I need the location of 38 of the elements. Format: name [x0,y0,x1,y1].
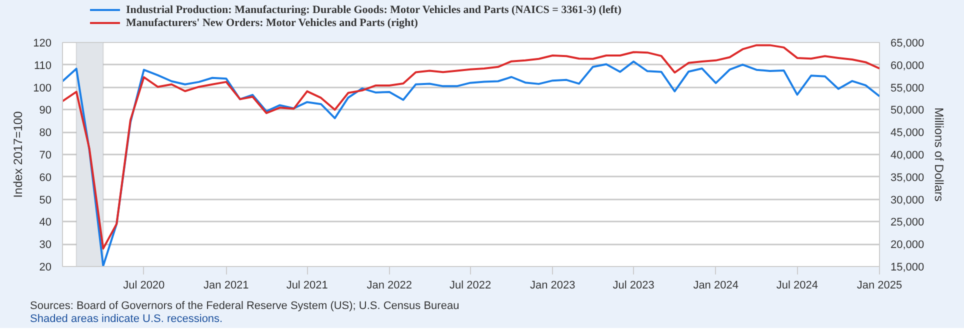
legend-label: Manufacturers' New Orders: Motor Vehicles and Parts (right) [126,17,418,29]
y2-tick-label: 15,000 [890,262,924,274]
y-tick-label: 30 [39,239,52,252]
y2-tick-label: 65,000 [890,38,924,50]
x-tick-label: Jul 2023 [612,280,654,292]
y2-tick-label: 50,000 [890,104,924,117]
x-tick-label: Jul 2024 [776,280,818,292]
text: Shaded areas indicate U.S. recessions. [30,313,224,326]
y-tick-label: 60 [39,172,52,184]
x-tick-label: Jan 2023 [530,280,576,292]
y2-tick-label: 20,000 [890,239,924,252]
y-tick-label: 50 [39,194,52,206]
y-tick-label: 20 [39,262,52,274]
x-tick-label: Jul 2022 [450,280,492,292]
x-tick-label: Jul 2021 [286,280,328,292]
y2-tick-label: 25,000 [890,216,924,229]
y2-tick-label: 55,000 [890,82,924,94]
y2-tick-label: 35,000 [890,172,924,184]
y2-tick-label: 60,000 [890,60,924,72]
y-axis-title: Index 2017=100 [11,110,26,198]
source-note: Sources: Board of Governors of the Federal Reserve System (US); U.S. Census Bureau [30,300,460,313]
x-tick-label: Jan 2022 [366,280,412,292]
legend-label: Industrial Production: Manufacturing: Durable Goods: Motor Vehicles and Parts (NAICS = 3361-3) (left) [126,4,622,16]
y-tick-label: 40 [39,216,52,229]
x-tick-label: Jan 2024 [693,280,738,292]
y-tick-label: 90 [39,104,52,117]
y-tick-label: 70 [39,150,52,162]
y2-tick-label: 45,000 [890,127,924,140]
y-tick-label: 110 [34,60,52,72]
x-tick-label: Jul 2020 [123,280,165,292]
y2-axis-title: Millions of Dollars [932,107,946,202]
y-tick-label: 120 [33,38,52,50]
x-tick-label: Jan 2025 [856,280,902,292]
y2-tick-label: 30,000 [890,194,924,206]
y2-tick-label: 40,000 [890,150,924,162]
y-tick-label: 100 [33,82,52,94]
y-tick-label: 80 [39,127,52,140]
x-tick-label: Jan 2021 [204,280,249,292]
